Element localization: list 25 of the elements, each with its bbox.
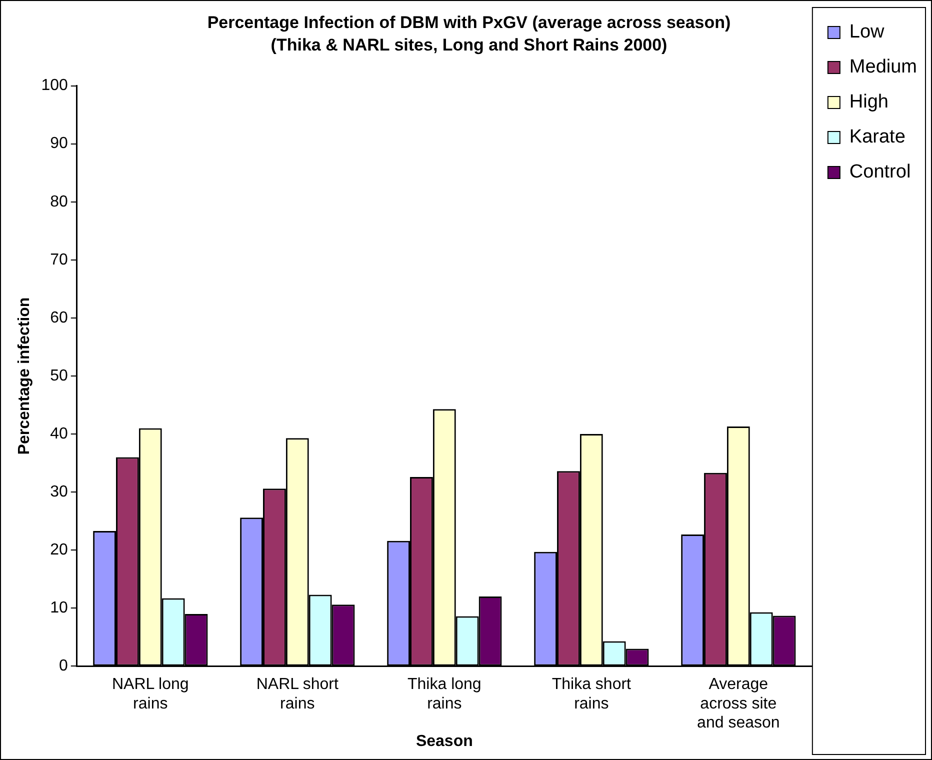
y-tick-label: 80 [50, 193, 68, 210]
x-axis-title: Season [416, 732, 473, 750]
legend-label: High [849, 92, 888, 113]
y-tick-label: 100 [41, 77, 68, 94]
x-tick-label: NARL short rains [256, 676, 340, 712]
chart-subtitle: (Thika & NARL sites, Long and Short Rains 2000) [270, 35, 668, 54]
x-tick-label: NARL long rains [112, 676, 189, 712]
y-tick-label: 70 [50, 251, 68, 268]
y-tick-label: 10 [50, 600, 68, 617]
y-tick-label: 30 [50, 483, 68, 500]
legend-label: Low [849, 22, 885, 43]
legend-label: Medium [849, 56, 917, 78]
x-tick-label: Thika short rains [552, 676, 632, 712]
y-tick-label: 40 [50, 425, 68, 442]
y-tick-label: 0 [58, 658, 68, 675]
y-axis-title: Percentage infection [16, 297, 34, 455]
y-tick-label: 90 [50, 135, 68, 152]
chart-title: Percentage Infection of DBM with PxGV (average across season) [207, 12, 731, 32]
y-tick-label: 20 [50, 542, 68, 559]
legend-label: Karate [849, 126, 906, 148]
y-tick-label: 60 [50, 309, 68, 326]
x-tick-label: Average across site and season [697, 676, 780, 732]
x-tick-label: Thika long rains [407, 676, 482, 712]
legend-label: Control [849, 162, 911, 183]
y-tick-label: 50 [50, 367, 68, 384]
